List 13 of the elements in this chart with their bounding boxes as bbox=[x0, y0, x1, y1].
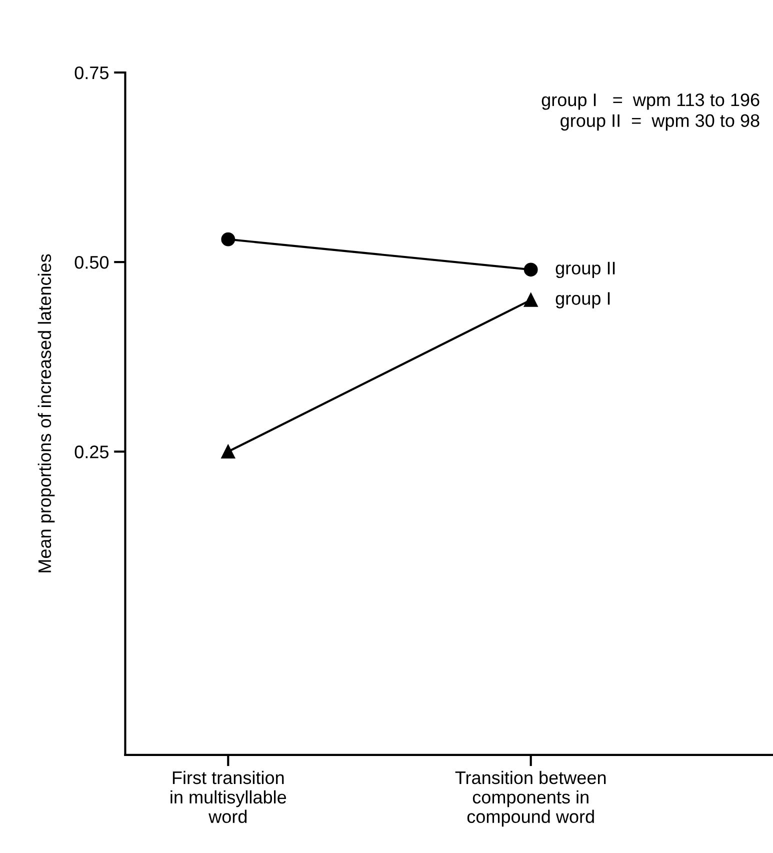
x-tick-label: First transition in multisyllable word bbox=[170, 770, 286, 824]
y-tick-label: 0.75 bbox=[74, 66, 108, 80]
x-tick-label: Transition between components in compound word bbox=[455, 770, 606, 827]
y-tick-label: 0.25 bbox=[74, 446, 108, 458]
y-axis-title: Mean proportions of increased latencies bbox=[38, 254, 55, 572]
y-tick-label: 0.50 bbox=[74, 256, 109, 269]
annotation: group I = wpm 113 to 196 group II = wpm 30 to 98 bbox=[542, 93, 760, 131]
point bbox=[221, 232, 236, 246]
series-label: group I bbox=[556, 292, 610, 308]
point bbox=[221, 444, 236, 459]
series-label: group II bbox=[556, 262, 615, 278]
point bbox=[524, 293, 538, 307]
point bbox=[524, 262, 538, 277]
